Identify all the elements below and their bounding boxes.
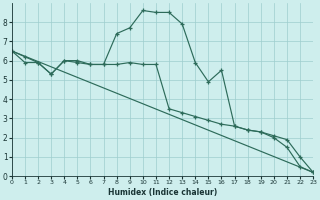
X-axis label: Humidex (Indice chaleur): Humidex (Indice chaleur): [108, 188, 217, 197]
